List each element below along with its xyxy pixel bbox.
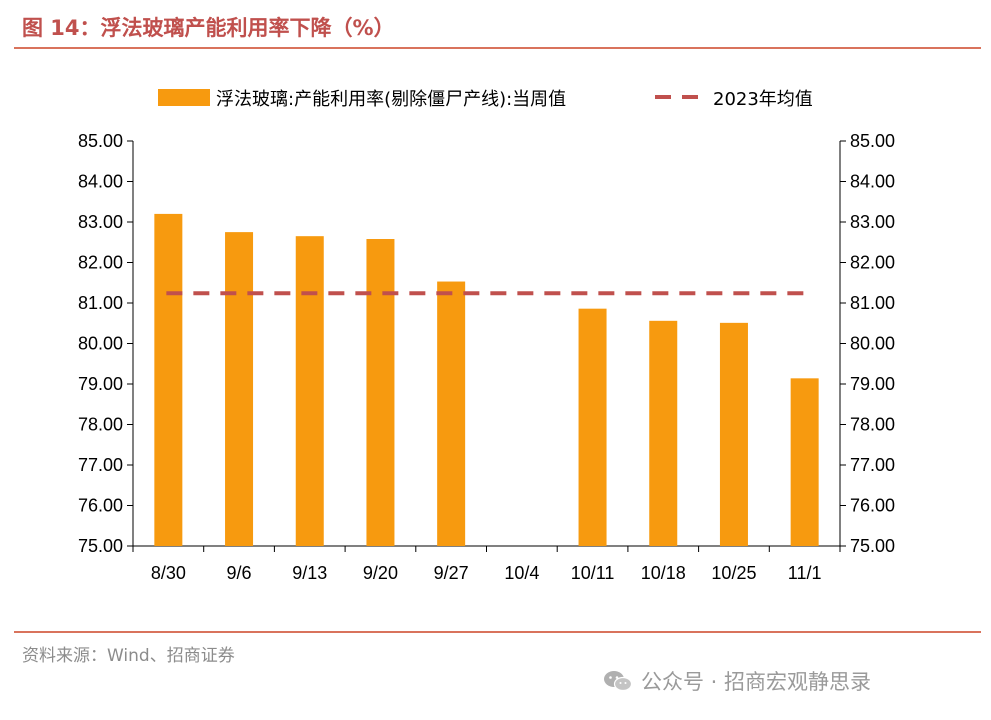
- y-tick-label-left: 85.00: [78, 131, 123, 151]
- y-tick-label-right: 75.00: [850, 536, 895, 556]
- wechat-icon: [604, 671, 633, 692]
- chart-title: 图 14：浮法玻璃产能利用率下降（%）: [22, 16, 395, 40]
- source-note: 资料来源：Wind、招商证券: [22, 646, 235, 666]
- y-tick-label-right: 82.00: [850, 253, 895, 273]
- y-tick-label-left: 84.00: [78, 172, 123, 192]
- x-tick-label: 10/4: [504, 563, 539, 583]
- bar: [578, 308, 607, 546]
- x-tick-label: 11/1: [788, 563, 822, 583]
- chart: 浮法玻璃:产能利用率(剔除僵尸产线):当周值 2023年均值 75.00 75.00…: [78, 89, 895, 583]
- x-tick-label: 10/11: [571, 563, 615, 583]
- watermark: 公众号 · 招商宏观静思录: [603, 666, 871, 696]
- x-tick-label: 9/27: [434, 563, 469, 583]
- bar: [366, 239, 395, 546]
- bar: [719, 322, 748, 546]
- x-tick-label: 10/18: [641, 563, 686, 583]
- bottom-divider: [14, 631, 981, 633]
- y-tick-label-right: 78.00: [850, 415, 895, 435]
- y-tick-label-right: 81.00: [850, 293, 895, 313]
- y-tick-label-right: 79.00: [850, 374, 895, 394]
- x-tick-label: 9/6: [227, 563, 252, 583]
- x-tick-label: 9/20: [363, 563, 398, 583]
- y-tick-label-right: 80.00: [850, 334, 895, 354]
- bar: [649, 320, 678, 546]
- x-tick-label: 10/25: [711, 563, 756, 583]
- y-tick-label-right: 84.00: [850, 172, 895, 192]
- bar: [295, 236, 324, 547]
- legend: 浮法玻璃:产能利用率(剔除僵尸产线):当周值 2023年均值: [158, 89, 813, 110]
- y-tick-label-left: 81.00: [78, 293, 123, 313]
- bar: [225, 232, 254, 546]
- bars: [154, 213, 819, 547]
- y-tick-label-left: 82.00: [78, 253, 123, 273]
- y-tick-label-left: 76.00: [78, 496, 123, 516]
- y-tick-label-left: 75.00: [78, 536, 123, 556]
- y-tick-label-right: 85.00: [850, 131, 895, 151]
- y-tick-label-left: 78.00: [78, 415, 123, 435]
- y-tick-label-left: 80.00: [78, 334, 123, 354]
- axes: 75.00 75.00 76.00 76.00 77.00 77.00 78.00 78.00…: [78, 131, 895, 556]
- bar: [437, 281, 466, 546]
- y-tick-label-left: 79.00: [78, 374, 123, 394]
- y-tick-label-right: 77.00: [850, 455, 895, 475]
- y-tick-label-left: 83.00: [78, 212, 123, 232]
- watermark-text: 公众号 · 招商宏观静思录: [641, 670, 872, 694]
- legend-label-bar: 浮法玻璃:产能利用率(剔除僵尸产线):当周值: [216, 89, 566, 110]
- top-divider: [14, 47, 981, 49]
- x-tick-labels: 8/30 9/6 9/13 9/20 9/27 10/4 10/11 10/18 10/25 11…: [151, 563, 822, 583]
- y-tick-label-right: 83.00: [850, 212, 895, 232]
- legend-swatch-bar: [158, 89, 210, 106]
- legend-label-line: 2023年均值: [713, 89, 813, 110]
- x-tick-label: 8/30: [151, 563, 186, 583]
- y-tick-label-right: 76.00: [850, 496, 895, 516]
- bar: [790, 378, 819, 546]
- bar: [154, 213, 183, 546]
- y-tick-label-left: 77.00: [78, 455, 123, 475]
- x-tick-label: 9/13: [292, 563, 327, 583]
